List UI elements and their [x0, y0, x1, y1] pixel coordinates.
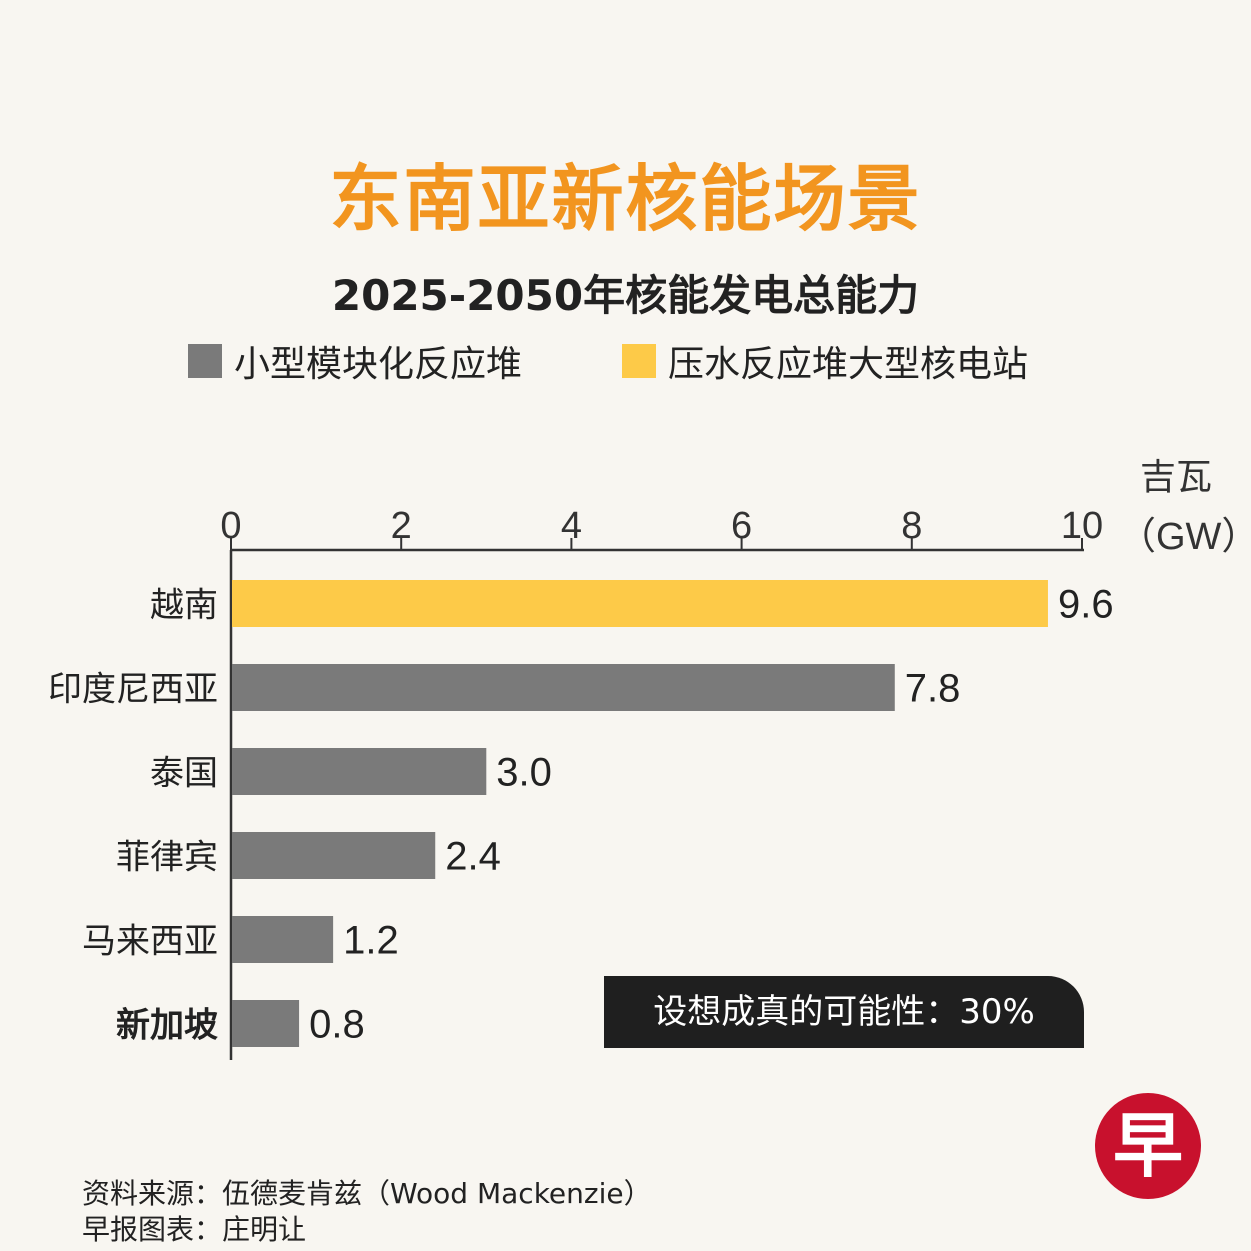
bar-4 — [232, 916, 334, 963]
x-tick-label-0: 0 — [220, 505, 241, 547]
zaobao-logo: 早 — [1095, 1093, 1201, 1199]
chart-subtitle: 2025-2050年核能发电总能力 — [331, 271, 920, 320]
x-tick-label-2: 2 — [391, 505, 412, 547]
value-label-4: 1.2 — [343, 919, 399, 963]
bar-2 — [232, 748, 487, 795]
category-label-3: 菲律宾 — [116, 838, 218, 878]
value-label-0: 9.6 — [1058, 583, 1114, 627]
footer-credit: 早报图表：庄明让 — [82, 1213, 307, 1246]
category-label-1: 印度尼西亚 — [48, 670, 218, 710]
logo-text: 早 — [1113, 1105, 1183, 1187]
legend-swatch-smr — [188, 344, 222, 378]
value-label-5: 0.8 — [309, 1003, 365, 1047]
x-tick-label-10: 10 — [1061, 505, 1103, 547]
axis-unit-gw: （GW） — [1118, 516, 1251, 558]
axis-unit-label: 吉瓦 — [1140, 456, 1213, 497]
value-label-3: 2.4 — [445, 835, 501, 879]
footer-source: 资料来源：伍德麦肯兹（Wood Mackenzie） — [82, 1177, 652, 1210]
legend-label-pwr: 压水反应堆大型核电站 — [668, 344, 1029, 385]
chart-title: 东南亚新核能场景 — [329, 157, 922, 241]
legend-label-smr: 小型模块化反应堆 — [234, 344, 523, 385]
value-label-2: 3.0 — [496, 751, 552, 795]
x-tick-label-6: 6 — [731, 505, 752, 547]
bar-1 — [232, 664, 895, 711]
bar-0 — [232, 580, 1048, 627]
category-label-4: 马来西亚 — [82, 922, 218, 962]
category-label-5: 新加坡 — [116, 1006, 218, 1046]
value-label-1: 7.8 — [905, 667, 961, 711]
x-tick-label-4: 4 — [561, 505, 582, 547]
legend-swatch-pwr — [622, 344, 656, 378]
bar-3 — [232, 832, 436, 879]
legend-item-pwr: 压水反应堆大型核电站 — [622, 338, 1029, 385]
bar-5 — [232, 1000, 300, 1047]
legend-item-smr: 小型模块化反应堆 — [188, 338, 523, 385]
probability-callout: 设想成真的可能性：30% — [604, 976, 1084, 1048]
category-label-2: 泰国 — [150, 754, 218, 794]
x-tick-label-8: 8 — [901, 505, 922, 547]
category-label-0: 越南 — [150, 586, 218, 626]
